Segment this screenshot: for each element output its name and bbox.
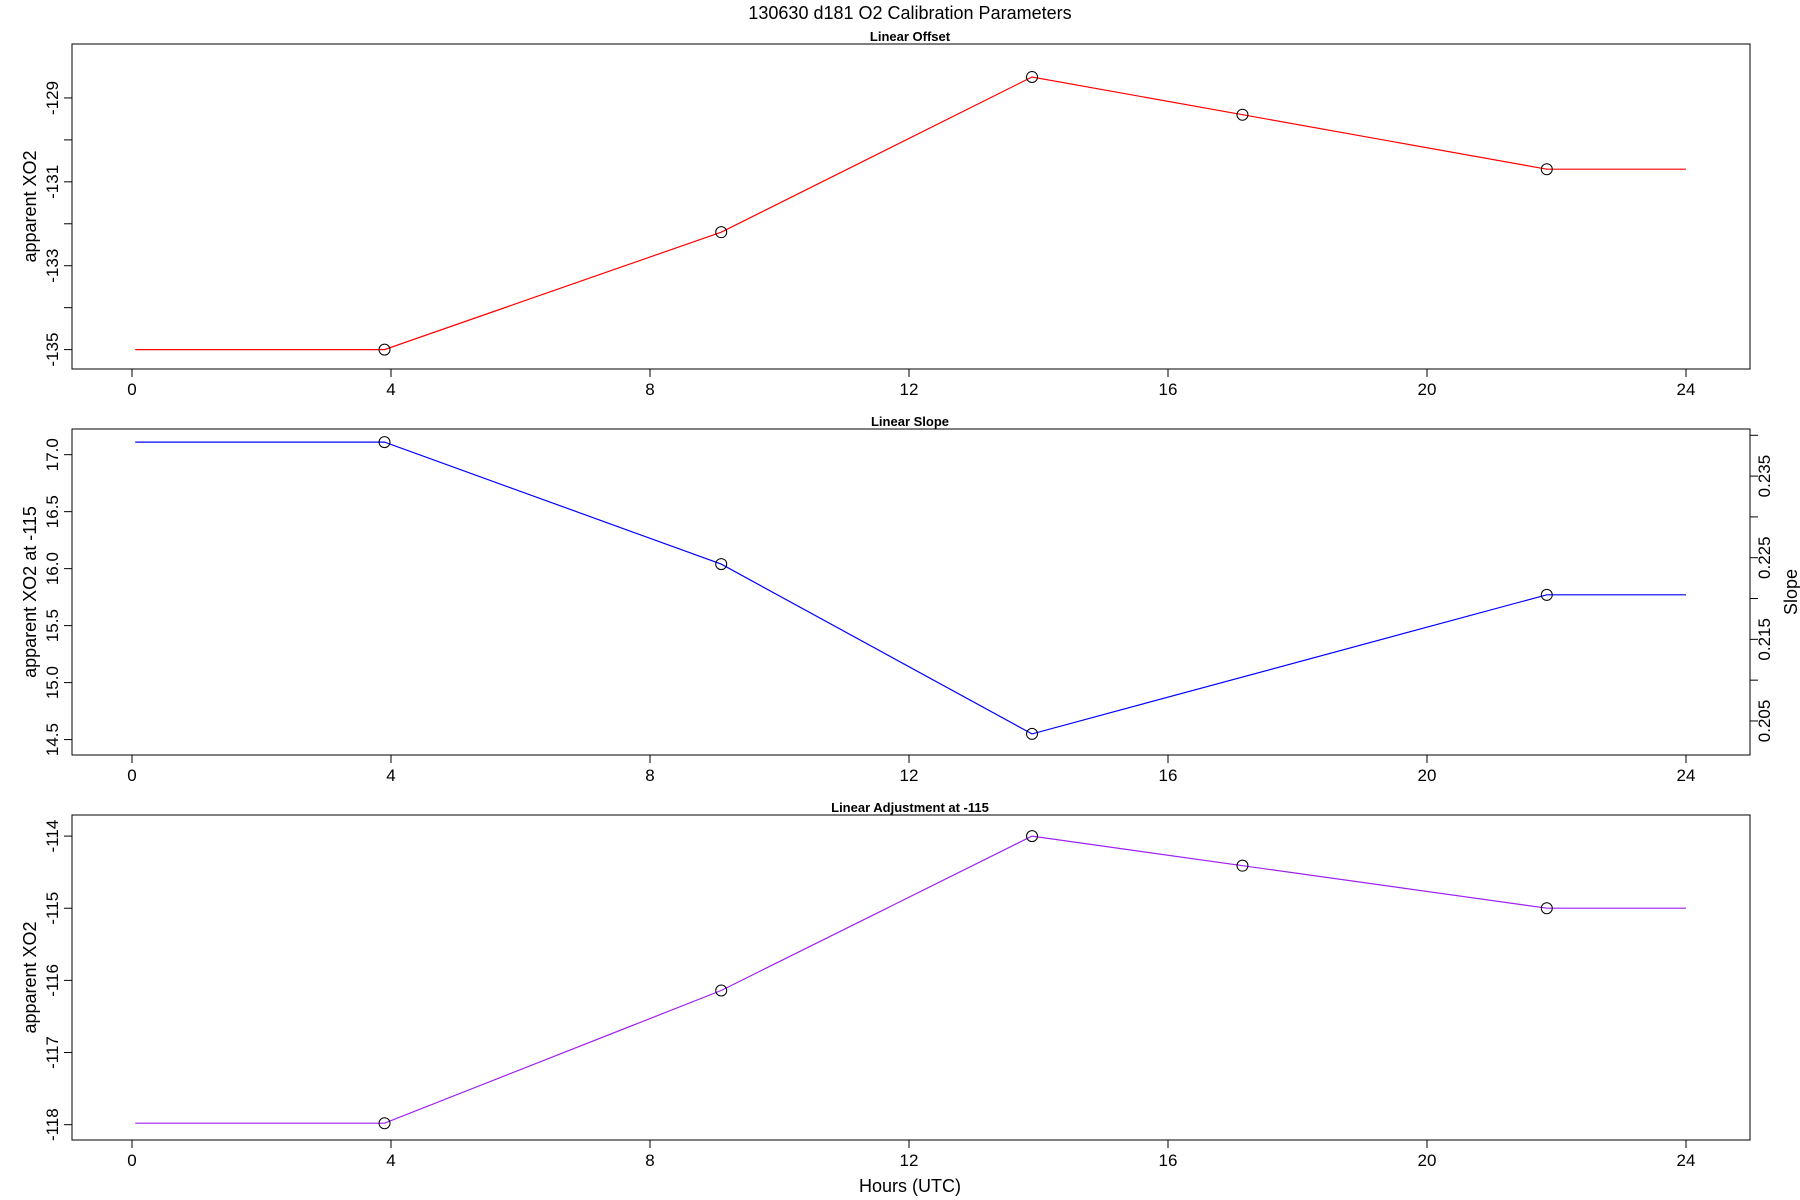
y-axis-label: apparent XO2 — [20, 150, 40, 262]
panels-container: Linear Offset 0 4 8 12 16 20 24 -135 -133 -131 -129… — [20, 29, 1800, 1170]
figure-title: 130630 d181 O2 Calibration Parameters — [748, 3, 1071, 23]
panel-title: Linear Slope — [871, 414, 949, 429]
y-tick-label: 16.5 — [43, 495, 62, 528]
y-axis: -118 -117 -116 -115 -114 apparent XO2 — [20, 820, 73, 1141]
y-tick-label: -117 — [43, 1036, 62, 1069]
x-tick-label: 20 — [1418, 1151, 1437, 1170]
x-axis: 0 4 8 12 16 20 24 — [127, 754, 1696, 785]
x-tick-label: 8 — [645, 1151, 654, 1170]
x-axis-label: Hours (UTC) — [859, 1176, 961, 1196]
data-point — [1540, 588, 1553, 601]
y2-axis-label: Slope — [1781, 569, 1800, 615]
x-tick-label: 20 — [1418, 380, 1437, 399]
panel-1: Linear Offset 0 4 8 12 16 20 24 -135 -133 -131 -129… — [20, 29, 1751, 399]
data-point — [1540, 902, 1553, 915]
y-tick-label: 17.0 — [43, 438, 62, 471]
y-tick-label: -131 — [43, 165, 62, 199]
data-point — [1540, 163, 1553, 176]
x-tick-label: 4 — [386, 380, 395, 399]
panel-title: Linear Offset — [870, 29, 951, 44]
data-point — [1026, 830, 1039, 843]
data-point — [1026, 727, 1039, 740]
x-tick-label: 16 — [1159, 766, 1178, 785]
plot-frame — [71, 814, 1751, 1141]
x-axis: 0 4 8 12 16 20 24 — [127, 1139, 1696, 1170]
y-axis: 14.5 15.0 15.5 16.0 16.5 17.0 apparent XO2 at … — [20, 438, 73, 756]
y2-tick-label: 0.215 — [1755, 618, 1774, 661]
series-line — [135, 441, 1686, 735]
x-tick-label: 24 — [1677, 766, 1696, 785]
y-tick-label: -115 — [43, 892, 62, 925]
y-tick-label: -116 — [43, 964, 62, 997]
x-tick-label: 0 — [127, 766, 136, 785]
y-axis-label: apparent XO2 at -115 — [20, 506, 40, 678]
y-tick-label: -133 — [43, 249, 62, 283]
x-tick-label: 12 — [900, 766, 919, 785]
y2-axis: 0.205 0.215 0.225 0.235 Slope — [1749, 434, 1800, 743]
y-tick-label: -118 — [43, 1108, 62, 1141]
y-tick-label: 16.0 — [43, 552, 62, 585]
y2-tick-label: 0.205 — [1755, 700, 1774, 743]
x-tick-label: 24 — [1677, 380, 1696, 399]
series-line — [135, 76, 1686, 351]
data-point — [378, 343, 391, 356]
x-tick-label: 12 — [900, 380, 919, 399]
data-point — [1026, 70, 1039, 83]
data-point — [378, 1117, 391, 1130]
series-line — [135, 835, 1686, 1124]
x-tick-label: 4 — [386, 1151, 395, 1170]
y-tick-label: -114 — [43, 820, 62, 853]
x-tick-label: 16 — [1159, 380, 1178, 399]
data-point — [715, 558, 728, 571]
x-tick-label: 20 — [1418, 766, 1437, 785]
y-tick-label: -135 — [43, 333, 62, 367]
data-point — [1236, 108, 1249, 121]
x-tick-label: 4 — [386, 766, 395, 785]
y2-tick-label: 0.235 — [1755, 455, 1774, 498]
y-axis: -135 -133 -131 -129 apparent XO2 — [20, 81, 73, 367]
data-point — [715, 226, 728, 239]
y-tick-label: 15.5 — [43, 609, 62, 642]
x-tick-label: 8 — [645, 766, 654, 785]
panel-3: Linear Adjustment at -115 0 4 8 12 16 20 24 -118… — [20, 800, 1751, 1170]
x-tick-label: 0 — [127, 380, 136, 399]
x-tick-label: 8 — [645, 380, 654, 399]
y-axis-label: apparent XO2 — [20, 921, 40, 1033]
panel-title: Linear Adjustment at -115 — [831, 800, 989, 815]
data-point — [378, 436, 391, 449]
plot-frame — [71, 43, 1751, 370]
x-tick-label: 24 — [1677, 1151, 1696, 1170]
x-tick-label: 0 — [127, 1151, 136, 1170]
y-tick-label: -129 — [43, 81, 62, 115]
data-point — [1236, 859, 1249, 872]
x-axis: 0 4 8 12 16 20 24 — [127, 368, 1696, 399]
y2-tick-label: 0.225 — [1755, 536, 1774, 579]
plot-frame — [71, 428, 1751, 756]
y-tick-label: 15.0 — [43, 666, 62, 699]
data-point — [715, 984, 728, 997]
y-tick-label: 14.5 — [43, 723, 62, 756]
x-tick-label: 16 — [1159, 1151, 1178, 1170]
x-tick-label: 12 — [900, 1151, 919, 1170]
